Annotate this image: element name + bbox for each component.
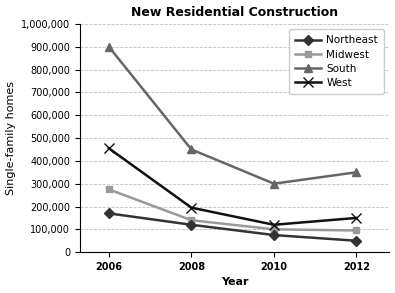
- South: [189, 148, 194, 151]
- Northeast: [354, 239, 359, 243]
- Midwest: [107, 188, 111, 191]
- West: [189, 206, 194, 209]
- Midwest: [271, 228, 276, 231]
- Legend: Northeast, Midwest, South, West: Northeast, Midwest, South, West: [289, 29, 384, 94]
- Line: South: South: [105, 42, 361, 188]
- South: [107, 45, 111, 48]
- South: [354, 171, 359, 174]
- Northeast: [271, 233, 276, 237]
- Midwest: [189, 219, 194, 222]
- Y-axis label: Single-family homes: Single-family homes: [6, 81, 15, 195]
- Northeast: [107, 212, 111, 215]
- Title: New Residential Construction: New Residential Construction: [131, 6, 338, 18]
- Midwest: [354, 229, 359, 232]
- South: [271, 182, 276, 185]
- Line: West: West: [104, 144, 361, 230]
- West: [107, 146, 111, 150]
- West: [271, 223, 276, 226]
- X-axis label: Year: Year: [221, 277, 248, 287]
- West: [354, 216, 359, 220]
- Line: Northeast: Northeast: [105, 210, 360, 244]
- Northeast: [189, 223, 194, 226]
- Line: Midwest: Midwest: [105, 186, 360, 234]
